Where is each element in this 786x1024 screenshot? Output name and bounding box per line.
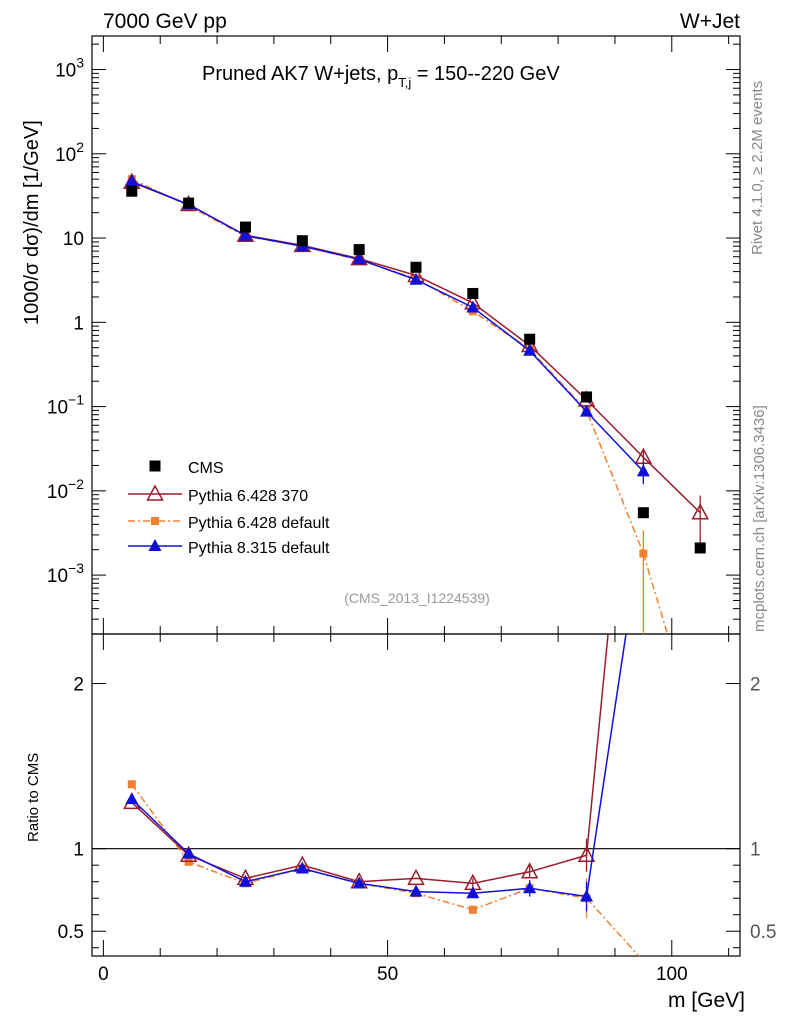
ratio-point-py8_def	[182, 846, 196, 859]
ratio-point-py6_def	[127, 780, 136, 789]
ratio-y-tick-label-right: 0.5	[750, 922, 776, 943]
top-title: Pruned AK7 W+jets, pT,j = 150--220 GeV	[202, 63, 560, 90]
legend-marker-cms	[149, 460, 161, 472]
top-y-tick-label: 10	[63, 229, 84, 250]
legend-marker-py6-def	[151, 517, 159, 525]
ratio-series-layer	[123, 634, 640, 956]
top-point-py6_370	[691, 503, 709, 520]
ratio-point-py8_def	[352, 876, 366, 889]
top-point-py8_def	[409, 272, 423, 285]
analysis-id: (CMS_2013_I1224539)	[344, 590, 490, 606]
top-point-py8_def	[125, 174, 139, 187]
top-point-cms	[637, 507, 649, 519]
top-point-py6_def	[639, 549, 648, 558]
x-axis-tick-labels: 0 50 100	[98, 964, 688, 985]
ratio-point-py8_def	[580, 889, 594, 902]
top-point-cms	[239, 221, 251, 233]
top-line-py8_def	[131, 180, 644, 472]
top-ylabel: 1000/σ dσ)/dm [1/GeV]	[21, 120, 43, 325]
ratio-point-py6_def	[468, 905, 477, 914]
legend: CMS Pythia 6.428 370 Pythia 6.428 defaul…	[128, 460, 330, 557]
legend-label-cms: CMS	[188, 460, 224, 477]
top-point-py6_370	[350, 249, 368, 266]
ratio-line-py6_370	[131, 634, 609, 885]
ratio-ylabel: Ratio to CMS	[25, 753, 42, 842]
ratio-y-tick-label: 0.5	[58, 922, 84, 943]
top-point-cms	[353, 244, 365, 256]
ratio-line-py6_def	[131, 783, 640, 956]
ratio-point-py8_def	[125, 792, 139, 805]
legend-label-py6-def: Pythia 6.428 default	[188, 515, 330, 532]
top-y-tick-label: 10−1	[47, 392, 84, 419]
ratio-point-py8_def	[466, 886, 480, 899]
legend-marker-py8-def	[148, 539, 162, 551]
legend-label-py6-370: Pythia 6.428 370	[188, 488, 308, 505]
ratio-y-tick-label-right: 2	[750, 675, 761, 696]
ratio-axis-tick-labels: 0.5 0.5 1 1 2 2	[58, 675, 777, 944]
ratio-point-py8_def	[409, 884, 423, 897]
ratio-y-tick-label: 2	[73, 675, 84, 696]
x-tick-label: 0	[98, 964, 109, 985]
ratio-panel-frame	[91, 633, 741, 957]
top-point-py8_def	[523, 343, 537, 356]
top-y-tick-label: 10−2	[47, 476, 84, 503]
top-point-py8_def	[636, 464, 650, 477]
legend-marker-py6-370	[146, 484, 164, 501]
top-y-tick-label: 102	[55, 139, 84, 166]
top-series-layer	[123, 172, 709, 634]
ratio-axis-ticks	[92, 683, 740, 949]
ratio-point-py6_370	[577, 845, 596, 863]
top-axis-tick-labels: 10−3 10−2 10−1 1 10 102 103	[47, 55, 84, 588]
top-point-py8_def	[352, 252, 366, 265]
top-point-py8_def	[238, 228, 252, 241]
legend-label-py8-def: Pythia 8.315 default	[188, 540, 330, 557]
x-tick-label: 50	[377, 964, 398, 985]
ratio-y-tick-label-right: 1	[750, 840, 761, 861]
header-left-label: 7000 GeV pp	[103, 10, 227, 33]
top-point-cms	[524, 333, 536, 345]
top-point-cms	[467, 287, 479, 299]
x-axis-label: m [GeV]	[668, 989, 745, 1012]
top-point-cms	[410, 261, 422, 273]
ratio-point-py8_def	[238, 874, 252, 887]
top-axis-ticks	[92, 36, 740, 956]
top-y-tick-label: 103	[55, 55, 84, 82]
top-point-cms	[183, 197, 195, 209]
top-point-cms	[581, 391, 593, 403]
ratio-point-py6_370	[407, 868, 425, 886]
ratio-line-py8_def	[131, 634, 627, 898]
ratio-point-py8_def	[295, 861, 309, 874]
top-point-cms	[126, 185, 138, 197]
top-y-tick-label: 1	[73, 313, 84, 334]
top-point-cms	[296, 235, 308, 247]
top-point-py8_def	[580, 404, 594, 417]
rivet-label: Rivet 4.1.0, ≥ 2.2M events	[749, 81, 766, 255]
ratio-point-py6_370	[520, 862, 539, 879]
ratio-point-py8_def	[523, 881, 537, 894]
top-y-tick-label: 10−3	[47, 560, 84, 587]
header-right-label: W+Jet	[680, 10, 740, 33]
top-point-py8_def	[466, 300, 480, 313]
x-tick-label: 100	[656, 964, 688, 985]
ratio-y-tick-label: 1	[73, 840, 84, 861]
mcplots-label: mcplots.cern.ch [arXiv:1306.3436]	[751, 405, 768, 632]
top-point-cms	[694, 542, 706, 554]
